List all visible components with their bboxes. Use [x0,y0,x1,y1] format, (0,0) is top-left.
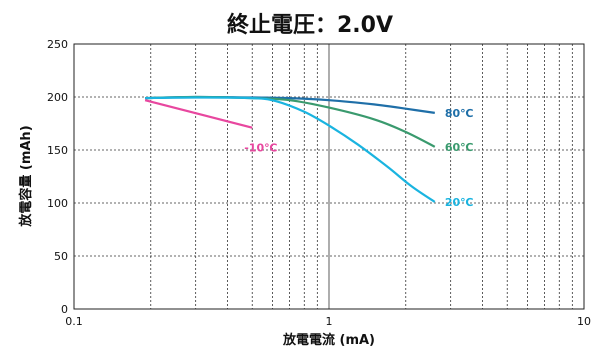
y-tick-label: 250 [47,38,68,51]
series-labels: 80℃ 60℃ 20℃ -10℃ [244,107,473,209]
y-axis-label: 放電容量 (mAh) [18,125,34,227]
x-axis-ticks: 0.1 1 10 [65,315,591,328]
x-axis-label: 放電電流 (mA) [282,332,375,348]
y-tick-label: 150 [47,144,68,157]
y-tick-label: 100 [47,197,68,210]
y-axis-ticks: 0 50 100 150 200 250 [47,38,68,316]
x-tick-label: 1 [326,315,333,328]
x-tick-label: 10 [577,315,591,328]
x-tick-label: 0.1 [65,315,83,328]
series-label: 80℃ [445,107,474,120]
series-label: -10℃ [244,142,277,155]
series-line [144,99,253,129]
series-line [145,96,436,203]
y-tick-label: 200 [47,91,68,104]
series-label: 20℃ [445,196,474,209]
series-label: 60℃ [445,141,474,154]
plot-border [73,43,585,310]
y-tick-label: 50 [54,250,68,263]
series-lines [144,95,436,203]
grid [74,44,584,309]
chart-title: 終止電圧：2.0V [227,12,393,38]
y-tick-label: 0 [61,303,68,316]
